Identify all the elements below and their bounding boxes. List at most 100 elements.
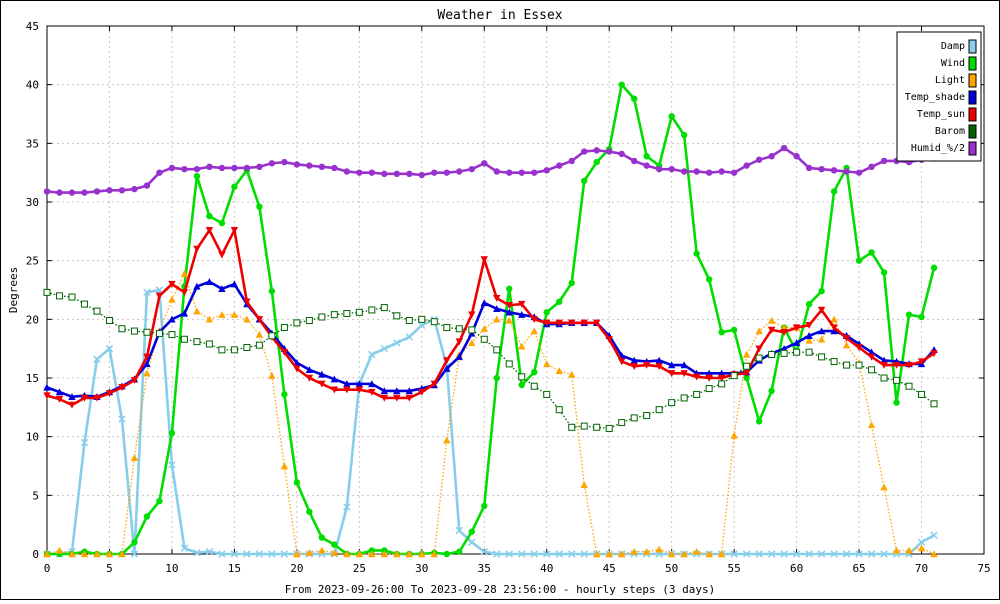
series-humid-2-point — [493, 168, 500, 175]
series-barom-point — [805, 348, 813, 356]
series-temp-sun-point — [355, 386, 364, 394]
series-barom-point — [505, 360, 513, 368]
series-temp-shade-point — [792, 339, 801, 346]
series-wind-point — [256, 203, 263, 210]
series-light-point — [205, 315, 214, 323]
series-barom-point — [368, 306, 376, 314]
series-barom-point — [105, 317, 113, 325]
series-light-point — [630, 547, 638, 555]
legend-label: Temp_shade — [905, 92, 965, 103]
series-damp-point — [205, 547, 214, 556]
series-wind-point — [768, 387, 775, 395]
series-temp-shade-point — [180, 309, 189, 317]
series-temp-sun-point — [305, 374, 314, 382]
series-wind-point — [668, 113, 675, 120]
series-damp-point — [218, 550, 226, 558]
series-damp-point — [343, 503, 351, 511]
series-damp-point — [580, 550, 588, 558]
series-temp-shade-point — [168, 315, 176, 323]
series-wind-point — [468, 528, 475, 535]
series-light-point — [730, 431, 738, 439]
series-barom-point — [418, 315, 426, 323]
series-temp-sun-point — [468, 311, 476, 319]
series-wind-point — [168, 429, 176, 437]
series-temp-shade-point — [68, 393, 76, 400]
series-light-point — [280, 462, 289, 470]
series-barom-point — [655, 406, 663, 414]
series-light-point — [605, 550, 613, 558]
series-barom-point — [493, 346, 501, 354]
series-light-point — [105, 550, 114, 558]
series-humid-2-point — [293, 161, 301, 168]
series-humid-2-point — [655, 165, 663, 173]
series-temp-sun-point — [168, 280, 176, 288]
series-temp-sun-point — [530, 316, 538, 324]
series-barom-point — [905, 382, 913, 390]
series-wind-point — [918, 313, 925, 321]
series-temp-sun-point — [930, 350, 938, 358]
series-damp-point — [455, 526, 464, 535]
series-temp-shade-point — [193, 282, 201, 290]
x-tick-label: 75 — [977, 562, 990, 575]
series-damp-point — [368, 350, 376, 359]
series-temp-sun-point — [817, 306, 826, 314]
series-wind-point — [855, 257, 863, 264]
y-axis-label: Degrees — [7, 267, 20, 313]
series-barom-point — [243, 343, 251, 351]
series-temp-shade-point — [443, 364, 451, 372]
series-humid-2-point — [168, 164, 176, 172]
series-barom-point — [518, 373, 526, 381]
series-temp-sun-point — [405, 394, 414, 402]
series-wind-point — [218, 219, 226, 227]
series-barom-point — [405, 317, 413, 325]
legend-label: Wind — [941, 58, 965, 69]
series-barom-point — [530, 382, 538, 390]
series-temp-sun-point — [293, 365, 301, 373]
series-damp-point — [105, 344, 114, 353]
series-light-point — [218, 310, 226, 318]
series-barom-point — [205, 340, 213, 348]
series-temp-shade-point — [630, 356, 638, 364]
series-barom-point — [480, 335, 488, 343]
series-humid-2-point — [718, 168, 725, 175]
series-damp-point — [280, 550, 289, 558]
series-temp-sun-point — [842, 334, 851, 342]
series-temp-sun-point — [692, 373, 701, 381]
series-humid-2-point — [243, 164, 251, 172]
series-humid-2-point — [581, 148, 588, 155]
series-humid-2-point — [343, 168, 351, 175]
series-light-point — [667, 550, 676, 558]
series-wind-point — [156, 498, 163, 505]
series-light-point — [405, 550, 414, 558]
series-barom-point — [305, 317, 313, 325]
series-wind-point — [443, 550, 450, 558]
series-wind-point — [593, 158, 600, 166]
x-tick-label: 5 — [106, 562, 113, 575]
series-barom-point — [880, 374, 888, 382]
series-barom-point — [280, 324, 288, 332]
series-temp-shade-point — [355, 380, 364, 388]
series-light-point — [543, 360, 551, 368]
series-barom-point — [818, 353, 826, 361]
series-temp-shade-point — [880, 356, 888, 364]
y-tick-label: 40 — [26, 79, 39, 92]
y-tick-label: 5 — [32, 489, 39, 502]
series-light-point — [593, 550, 601, 558]
series-humid-2-point — [443, 169, 450, 176]
series-wind-point — [193, 172, 201, 180]
series-temp-sun-point — [80, 394, 89, 402]
y-tick-label: 20 — [26, 313, 39, 326]
x-tick-label: 25 — [353, 562, 366, 575]
series-barom-point — [130, 327, 138, 335]
series-temp-sun-point — [105, 390, 114, 397]
series-humid-2-point — [768, 153, 775, 160]
series-humid-2-point — [356, 169, 363, 176]
series-temp-shade-point — [318, 370, 326, 378]
series-temp-sun-point — [68, 401, 76, 409]
x-tick-label: 45 — [603, 562, 616, 575]
series-barom-point — [705, 385, 713, 393]
series-barom-point — [293, 319, 301, 327]
series-damp-point — [80, 438, 89, 447]
legend-swatch — [968, 107, 977, 122]
legend-swatch — [968, 90, 977, 105]
